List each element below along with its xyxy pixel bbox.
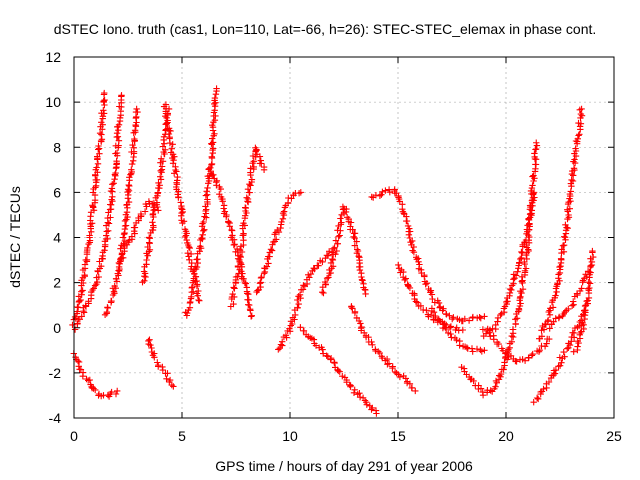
series-pass-21 [480, 189, 538, 340]
y-tick-label: 8 [53, 139, 61, 155]
x-tick-label: 20 [498, 428, 514, 444]
series-pass-15 [319, 203, 369, 298]
series-markers [71, 92, 125, 333]
series-pass-19 [428, 305, 488, 355]
series-pass-11 [227, 144, 268, 310]
y-tick-labels: -4 -2 0 2 4 6 8 10 12 [45, 49, 61, 426]
series-markers [70, 350, 121, 400]
series-markers [458, 139, 541, 399]
series-markers [319, 203, 369, 298]
y-tick-label: 10 [45, 94, 61, 110]
series-markers [480, 189, 538, 340]
series-markers [428, 305, 488, 355]
x-tick-label: 10 [282, 428, 298, 444]
series-markers [101, 105, 141, 318]
series-pass-6 [139, 105, 173, 286]
series-markers [395, 261, 466, 334]
series-markers [227, 144, 268, 310]
series-markers [536, 105, 586, 342]
y-axis-label: dSTEC / TECUs [7, 186, 23, 288]
series-markers [69, 89, 108, 329]
y-tick-label: 12 [45, 49, 61, 65]
x-tick-label: 0 [70, 428, 78, 444]
series-layer [69, 85, 597, 417]
series-markers [530, 301, 590, 406]
series-markers [275, 245, 337, 353]
x-axis-label: GPS time / hours of day 291 of year 2006 [215, 458, 473, 474]
series-pass-26 [570, 247, 597, 355]
series-pass-4 [101, 105, 141, 318]
series-markers [207, 164, 255, 320]
series-markers [253, 189, 304, 296]
series-markers [479, 325, 553, 365]
x-tick-labels: 0 5 10 15 20 25 [70, 428, 622, 444]
y-tick-label: -2 [49, 365, 62, 381]
series-markers [182, 85, 220, 319]
series-pass-13 [275, 245, 337, 353]
series-pass-23 [530, 301, 590, 406]
series-pass-18 [395, 261, 466, 334]
series-pass-24 [536, 105, 586, 342]
series-markers [297, 324, 380, 417]
y-tick-label: 6 [53, 184, 61, 200]
y-tick-label: 2 [53, 275, 61, 291]
series-pass-3 [71, 92, 125, 333]
series-pass-12 [253, 189, 304, 296]
grid-layer [74, 57, 614, 418]
series-markers [570, 247, 597, 355]
series-markers [368, 186, 488, 325]
series-pass-1 [69, 89, 108, 329]
series-pass-8 [145, 336, 177, 390]
series-markers [145, 336, 177, 390]
x-tick-label: 25 [606, 428, 622, 444]
series-markers [160, 101, 203, 304]
tick-layer [73, 56, 615, 419]
series-pass-16 [348, 303, 419, 395]
series-pass-22 [479, 325, 553, 365]
x-tick-label: 15 [390, 428, 406, 444]
series-pass-20 [458, 139, 541, 399]
y-tick-label: 0 [53, 320, 61, 336]
series-pass-10 [207, 164, 255, 320]
series-markers [139, 105, 173, 286]
x-tick-label: 5 [178, 428, 186, 444]
series-pass-17 [368, 186, 488, 325]
chart-title: dSTEC Iono. truth (cas1, Lon=110, Lat=-6… [54, 21, 597, 37]
series-markers [348, 303, 419, 395]
series-pass-9 [182, 85, 220, 319]
series-pass-14 [297, 324, 380, 417]
y-tick-label: 4 [53, 230, 61, 246]
series-pass-7 [160, 101, 203, 304]
y-tick-label: -4 [49, 410, 62, 426]
series-pass-2 [70, 350, 121, 400]
